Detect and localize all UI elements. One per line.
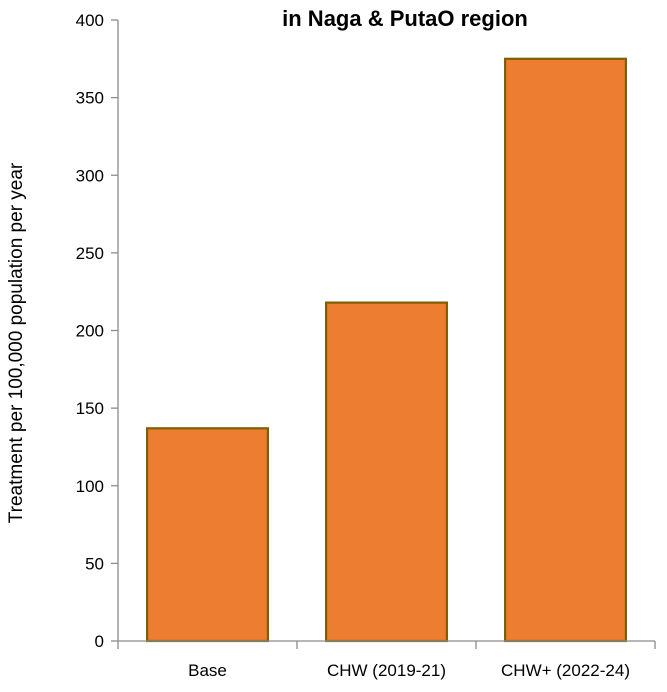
bars-layer [146,57,628,643]
x-tick-label-0: Base [188,661,227,680]
y-tick-label-6: 300 [76,166,104,185]
y-tick-label-7: 350 [76,89,104,108]
x-ticks-layer: Base CHW (2019-21) CHW+ (2022-24) [117,641,656,680]
y-tick-label-0: 0 [95,632,104,651]
x-tick-label-1: CHW (2019-21) [327,661,446,680]
y-tick-label-1: 50 [85,554,104,573]
chart-title: in Naga & PutaO region [282,6,528,31]
y-tick-label-2: 100 [76,477,104,496]
bar-0 [146,427,270,643]
y-tick-label-4: 200 [76,322,104,341]
y-tick-label-3: 150 [76,399,104,418]
y-ticks-layer: 0 50 100 150 200 250 300 350 400 [76,11,118,651]
bar-1 [325,301,449,643]
bar-2 [504,57,628,643]
y-tick-label-5: 250 [76,244,104,263]
x-tick-label-2: CHW+ (2022-24) [501,661,630,680]
y-axis-title: Treatment per 100,000 population per yea… [6,162,27,523]
y-tick-label-8: 400 [76,11,104,30]
